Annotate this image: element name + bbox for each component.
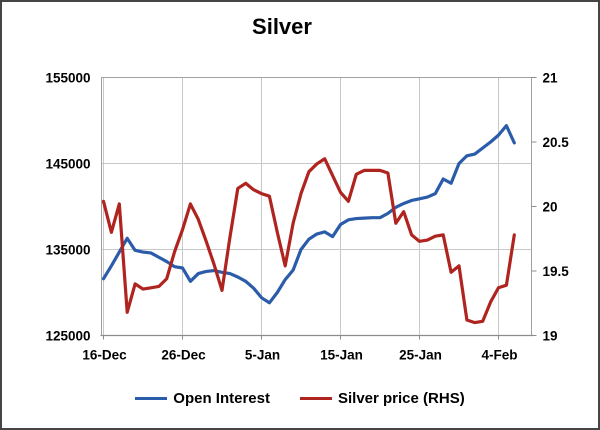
- right-axis-label: 20: [543, 200, 558, 215]
- open-interest-line-swatch: [135, 396, 168, 401]
- right-axis-label: 19: [543, 329, 558, 344]
- left-axis-label: 155000: [45, 71, 90, 86]
- x-axis-label: 16-Dec: [82, 348, 127, 363]
- right-axis-label: 21: [543, 71, 559, 86]
- legend-label-open-interest: Open Interest: [173, 390, 270, 407]
- open-interest-line: [101, 124, 516, 305]
- legend-label-silver-price: Silver price (RHS): [337, 390, 465, 407]
- x-axis-label: 4-Feb: [481, 348, 517, 363]
- legend: Open Interest Silver price (RHS): [2, 390, 598, 407]
- left-axis-label: 145000: [45, 157, 90, 172]
- x-axis-label: 15-Jan: [320, 348, 363, 363]
- right-axis-label: 20.5: [543, 135, 570, 150]
- plot-border: [101, 77, 532, 336]
- x-axis-label: 25-Jan: [399, 348, 442, 363]
- silver-price-line-swatch: [299, 396, 332, 401]
- x-axis-label: 5-Jan: [245, 348, 280, 363]
- silver-price-line: [101, 157, 516, 325]
- right-axis-label: 19.5: [543, 264, 570, 279]
- chart-title: Silver: [252, 14, 312, 39]
- legend-item-open-interest: Open Interest: [135, 390, 270, 407]
- x-axis-label: 26-Dec: [161, 348, 206, 363]
- left-axis-label: 125000: [45, 329, 90, 344]
- left-axis-label: 135000: [45, 243, 90, 258]
- legend-item-silver-price: Silver price (RHS): [299, 390, 465, 407]
